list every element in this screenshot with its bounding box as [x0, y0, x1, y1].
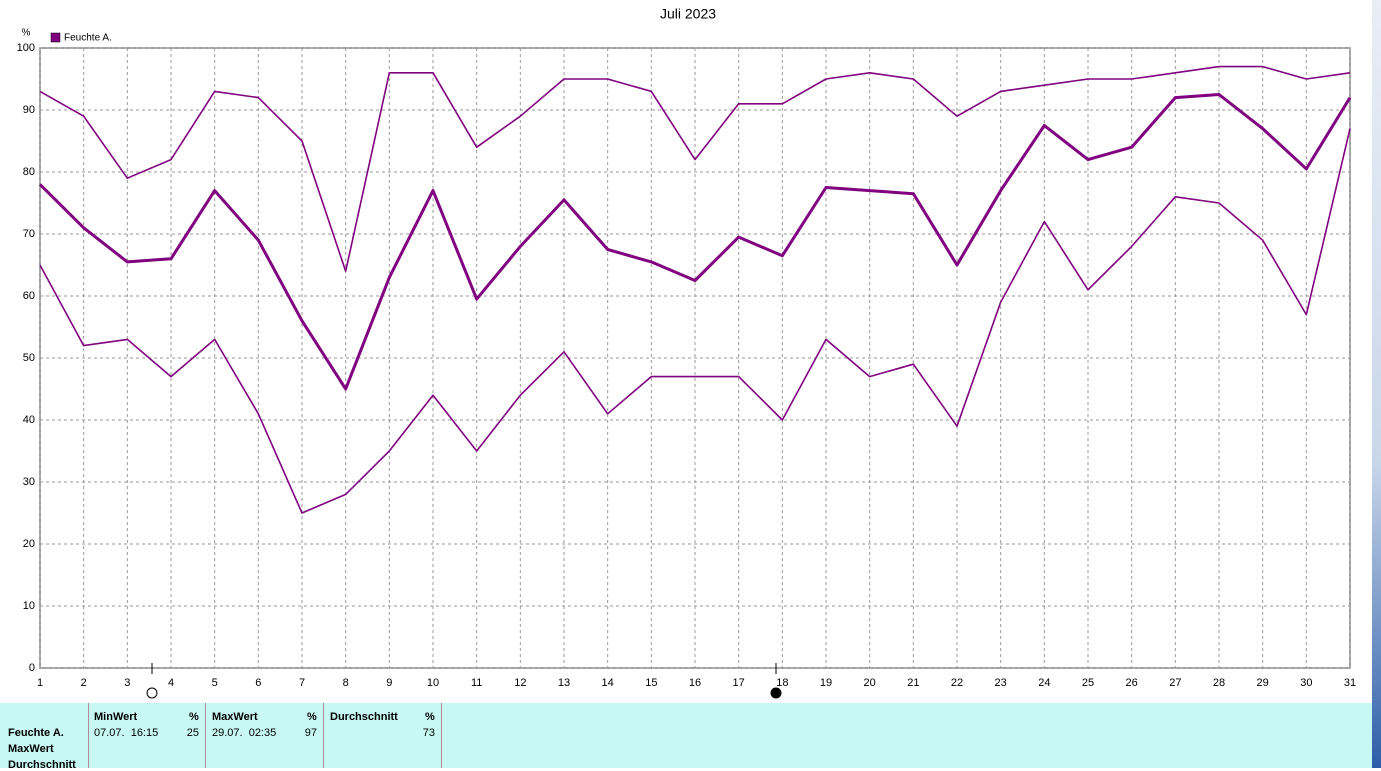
y-unit: % — [22, 28, 31, 39]
x-tick-label: 10 — [427, 677, 439, 689]
x-tick-label: 5 — [212, 677, 218, 689]
data-line — [38, 93, 1352, 391]
col-header: MinWert — [94, 711, 138, 723]
y-tick-label: 70 — [23, 228, 35, 240]
x-tick-label: 21 — [907, 677, 919, 689]
divider — [205, 703, 206, 768]
row-label: Feuchte A. — [8, 727, 64, 739]
full-moon-icon — [146, 687, 158, 699]
stat-value: 97 — [304, 727, 317, 739]
row-label: MaxWert — [8, 743, 54, 755]
y-tick-label: 40 — [23, 414, 35, 426]
x-tick-label: 30 — [1300, 677, 1312, 689]
new-moon-icon — [770, 687, 782, 699]
time: 29.07. 02:35 — [212, 727, 277, 739]
divider — [323, 703, 324, 768]
stat-value: 73 — [422, 727, 435, 739]
divider — [88, 703, 89, 768]
x-tick-label: 2 — [81, 677, 87, 689]
x-tick-label: 20 — [864, 677, 876, 689]
x-tick-label: 14 — [602, 677, 614, 689]
col-header: MaxWert — [212, 711, 258, 723]
x-tick-label: 19 — [820, 677, 832, 689]
time: 07.07. 16:15 — [94, 727, 159, 739]
y-tick-label: 0 — [29, 662, 35, 674]
data-line — [39, 65, 1351, 272]
y-tick-label: 20 — [23, 538, 35, 550]
x-tick-label: 9 — [386, 677, 392, 689]
y-tick-label: 80 — [23, 166, 35, 178]
x-tick-label: 23 — [995, 677, 1007, 689]
x-tick-label: 3 — [124, 677, 130, 689]
col-unit: % — [425, 711, 435, 723]
x-tick-label: 4 — [168, 677, 174, 689]
x-tick-label: 24 — [1038, 677, 1050, 689]
x-tick-label: 22 — [951, 677, 963, 689]
col-header: Durchschnitt — [330, 711, 398, 723]
x-tick-label: 6 — [255, 677, 261, 689]
row-label: Durchschnitt — [8, 759, 76, 771]
x-tick-label: 18 — [776, 677, 788, 689]
y-tick-label: 50 — [23, 352, 35, 364]
x-tick-label: 13 — [558, 677, 570, 689]
x-tick-label: 7 — [299, 677, 305, 689]
window-edge — [1372, 0, 1381, 768]
divider — [441, 703, 442, 768]
stat-value: 25 — [186, 727, 199, 739]
x-tick-label: 26 — [1126, 677, 1138, 689]
legend-label: Feuchte A. — [64, 33, 112, 44]
x-tick-label: 12 — [514, 677, 526, 689]
col-unit: % — [189, 711, 199, 723]
y-tick-label: 10 — [23, 600, 35, 612]
y-tick-label: 100 — [17, 42, 35, 54]
x-tick-label: 27 — [1169, 677, 1181, 689]
x-tick-label: 1 — [37, 677, 43, 689]
col-unit: % — [307, 711, 317, 723]
chart-title: Juli 2023 — [660, 6, 716, 22]
x-tick-label: 15 — [645, 677, 657, 689]
data-line — [39, 128, 1351, 514]
x-tick-label: 16 — [689, 677, 701, 689]
x-tick-label: 17 — [733, 677, 745, 689]
y-tick-label: 60 — [23, 290, 35, 302]
y-tick-label: 30 — [23, 476, 35, 488]
x-tick-label: 31 — [1344, 677, 1356, 689]
x-tick-label: 29 — [1257, 677, 1269, 689]
summary-table: Feuchte A. MaxWert Durchschnitt MinWert … — [0, 703, 1372, 771]
x-tick-label: 28 — [1213, 677, 1225, 689]
legend-swatch — [50, 32, 61, 43]
y-tick-label: 90 — [23, 104, 35, 116]
x-tick-label: 25 — [1082, 677, 1094, 689]
x-tick-label: 11 — [471, 677, 482, 689]
x-tick-label: 8 — [343, 677, 349, 689]
